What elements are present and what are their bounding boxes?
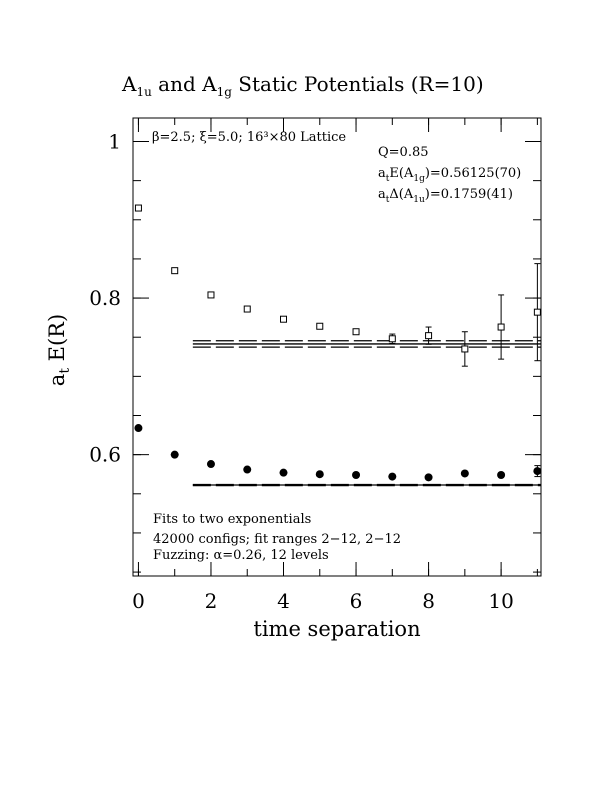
energy-annotation: atE(A1g)=0.56125(70) [378,166,521,184]
circle-point [460,469,469,478]
square-point [316,322,324,330]
square-point [533,308,541,316]
square-point [243,305,251,313]
square-point [171,267,179,275]
circle-point [424,473,433,482]
circle-point [352,471,361,480]
fit-note-2: 42000 configs; fit ranges 2−12, 2−12 [153,532,401,547]
circle-point [170,450,179,459]
circle-point [533,467,542,476]
x-tick-label: 10 [488,589,513,613]
gap-annotation: atΔ(A1u)=0.1759(41) [378,187,513,205]
y-axis-label: at E(R) [45,314,73,386]
data-points [134,204,542,482]
x-tick-label: 0 [132,589,145,613]
square-point [134,204,142,212]
y-tick-label: 1 [108,129,121,153]
circle-point [206,460,215,469]
square-point [352,328,360,336]
x-tick-label: 2 [205,589,218,613]
circle-point [279,468,288,477]
x-tick-label: 4 [277,589,290,613]
fit-note-3: Fuzzing: α=0.26, 12 levels [153,548,329,563]
circle-point [388,472,397,481]
x-axis-label: time separation [253,617,420,641]
axis-tick-labels: 0 2 4 6 8 10 0.6 0.8 1 [89,129,514,613]
square-point [207,291,215,299]
square-point [425,332,433,340]
y-tick-label: 0.8 [89,286,121,310]
circle-point [315,470,324,479]
circle-point [134,424,143,433]
y-tick-label: 0.6 [89,443,121,467]
lattice-annotation: β=2.5; ξ=5.0; 16³×80 Lattice [152,130,346,145]
circle-point [243,465,252,474]
square-point [388,335,396,343]
x-tick-label: 8 [422,589,435,613]
x-tick-label: 6 [350,589,363,613]
square-point [280,315,288,323]
circle-point [497,471,506,480]
square-point [461,345,469,353]
axis-ticks [133,118,541,576]
fit-note-1: Fits to two exponentials [153,512,311,527]
chart-title: A1u and A1g Static Potentials (R=10) [121,72,484,99]
square-point [497,323,505,331]
fit-lines [192,340,541,487]
q-annotation: Q=0.85 [378,145,429,160]
